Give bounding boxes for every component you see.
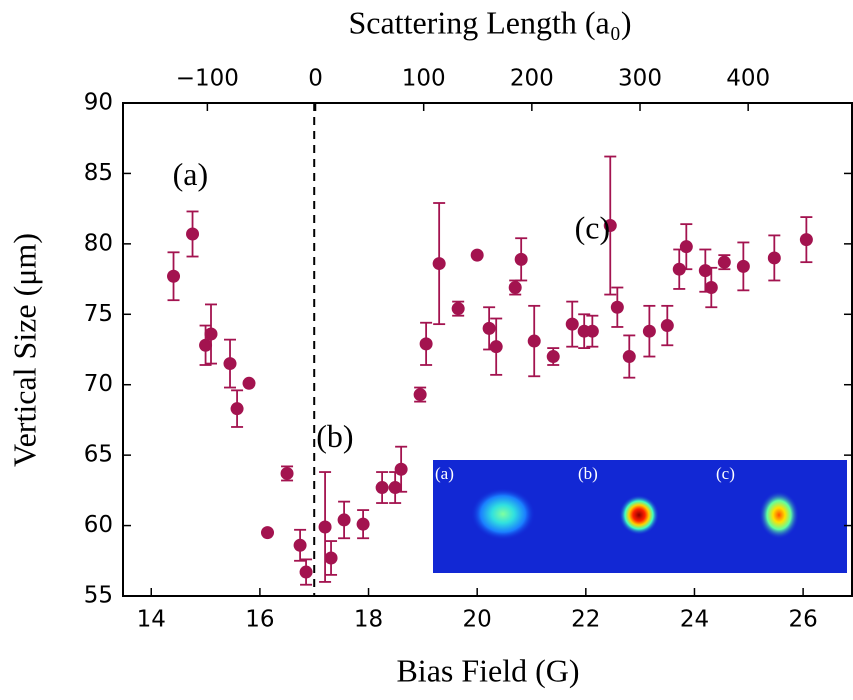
y-tick-label: 75: [84, 301, 113, 327]
point: [482, 321, 496, 335]
point: [432, 257, 446, 271]
point: [260, 526, 274, 540]
inset-label: (a): [435, 464, 454, 483]
point: [698, 264, 712, 278]
top-tick-label: 400: [726, 66, 770, 92]
plot-frame: [122, 102, 853, 597]
point: [204, 327, 218, 341]
point: [508, 281, 522, 295]
point: [704, 281, 718, 295]
point: [622, 350, 636, 364]
annotation: (c): [575, 210, 611, 246]
point: [546, 350, 560, 364]
point: [223, 357, 237, 371]
y-tick-label: 60: [84, 512, 113, 538]
top-tick-label: −100: [176, 66, 239, 92]
y-axis-title: Vertical Size (μm): [6, 233, 42, 467]
y-tick-label: 85: [84, 160, 113, 186]
point: [199, 338, 213, 352]
inset-label: (b): [578, 464, 598, 483]
point: [565, 317, 579, 331]
top-tick-label: 100: [402, 66, 446, 92]
point: [318, 520, 332, 534]
point: [451, 302, 465, 316]
x-tick-label: 16: [245, 607, 274, 633]
point: [394, 462, 408, 476]
point: [610, 300, 624, 314]
top-axis-title: Scattering Length (a₀): [348, 4, 631, 40]
point: [642, 324, 656, 338]
point: [299, 565, 313, 579]
top-tick-label: 300: [618, 66, 662, 92]
point: [356, 517, 370, 531]
point: [660, 319, 674, 333]
point: [324, 551, 338, 565]
inset-label: (c): [716, 464, 735, 483]
point: [767, 251, 781, 265]
point: [186, 227, 200, 241]
x-tick-label: 20: [463, 607, 492, 633]
y-tick-label: 90: [84, 90, 113, 116]
annotation: (a): [173, 156, 209, 192]
point: [419, 337, 433, 351]
point: [736, 259, 750, 273]
point: [717, 255, 731, 269]
point: [603, 219, 617, 233]
x-tick-label: 14: [137, 607, 166, 633]
point: [388, 481, 402, 495]
point: [489, 340, 503, 354]
point: [672, 262, 686, 276]
x-axis-title: Bias Field (G): [396, 652, 579, 688]
point: [280, 466, 294, 480]
annotation: (b): [316, 418, 353, 454]
point: [337, 513, 351, 527]
top-tick-label: 200: [510, 66, 554, 92]
top-tick-label: 0: [308, 66, 323, 92]
y-tick-label: 55: [84, 583, 113, 609]
point: [167, 269, 181, 283]
inset-image: [433, 460, 847, 573]
x-tick-label: 22: [571, 607, 600, 633]
y-tick-label: 70: [84, 371, 113, 397]
x-tick-label: 18: [354, 607, 383, 633]
point: [242, 376, 256, 390]
x-tick-label: 26: [788, 607, 817, 633]
point: [527, 334, 541, 348]
point: [413, 388, 427, 402]
point: [470, 248, 484, 262]
point: [514, 252, 528, 266]
point: [585, 324, 599, 338]
point: [375, 481, 389, 495]
y-tick-label: 80: [84, 230, 113, 256]
point: [799, 233, 813, 247]
point: [293, 538, 307, 552]
x-tick-label: 24: [680, 607, 709, 633]
y-tick-label: 65: [84, 442, 113, 468]
point: [230, 402, 244, 416]
point: [679, 240, 693, 254]
